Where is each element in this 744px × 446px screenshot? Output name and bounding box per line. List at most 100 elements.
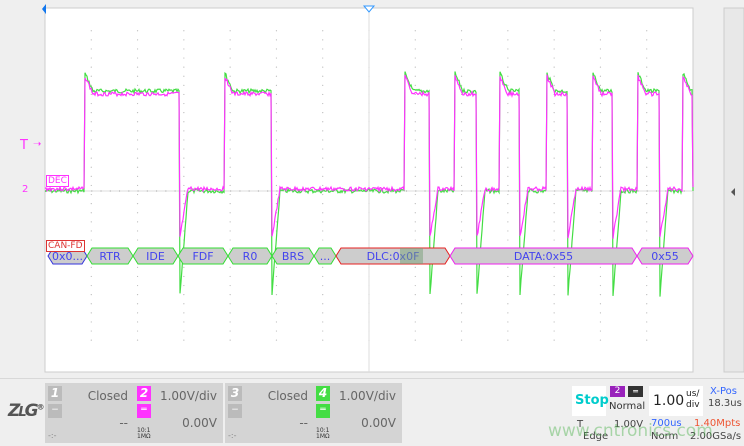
window-length: 700us [651,418,682,429]
decode-field-label: 0x0... [52,250,83,263]
grid-dot [553,130,555,132]
grid-dot [229,230,231,232]
grid-dot [90,102,92,105]
channel-scale[interactable]: 1.00V/div [159,389,217,403]
trigger-mode[interactable]: Normal [609,401,646,412]
grid-dot [646,284,648,287]
grid-dot [507,39,509,41]
grid-dot [229,57,231,59]
grid-dot [507,75,509,77]
grid-dot [553,239,555,241]
channel-3-panel[interactable]: 3 − Closed -- -:- [225,383,314,443]
grid-dot [460,121,463,123]
grid-dot [599,203,602,205]
channel-1-panel[interactable]: 1 − Closed -- -:- [45,383,134,443]
grid-dot [322,75,324,77]
channel-offset[interactable]: -- [299,416,308,430]
grid-dot [322,212,324,214]
channel-4-waveform [44,71,694,297]
waveform-start-marker-icon [42,4,46,14]
channel-scale[interactable]: 1.00V/div [338,389,396,403]
waveform-canvas[interactable]: 0x0... RTR IDE FDF R0 BRS... DLC:0x0F DATA:0x55… [0,0,744,378]
grid-dot [90,66,92,68]
grid-dot [507,212,509,214]
grid-dot [553,321,555,323]
grid-dot [229,266,231,268]
grid-dot [414,294,416,296]
grid-dot [183,157,185,159]
trigger-type[interactable]: Edge [583,431,609,442]
grid-dot [507,102,509,105]
grid-dot [275,203,278,205]
grid-dot [322,84,324,86]
grid-dot [275,266,278,268]
grid-dot [507,312,509,314]
channel-number-badge[interactable]: 3 [228,386,242,401]
grid-dot [646,312,648,314]
grid-dot [460,139,463,141]
grid-dot [553,312,555,314]
grid-dot [275,330,278,332]
run-stop-button[interactable]: Stop [572,386,609,416]
grid-dot [90,166,92,168]
channel-number-badge[interactable]: 2 [137,386,151,401]
trigger-source-badge[interactable]: 2 [610,386,625,397]
timebase-control[interactable]: 1.00 us/ div [649,386,703,416]
grid-dot [646,166,648,168]
grid-dot [183,321,185,323]
grid-dot [322,230,324,232]
grid-dot [136,121,139,123]
grid-dot [183,112,185,114]
grid-dot [183,39,185,41]
channel-offset[interactable]: 0.00V [182,416,217,430]
grid-dot [414,112,416,114]
grid-dot [90,212,92,214]
grid-dot [553,303,555,305]
grid-dot [460,148,463,150]
grid-dot [646,57,648,59]
grid-dot [322,266,324,268]
grid-dot [322,239,324,241]
grid-dot [414,321,416,323]
grid-dot [90,339,92,341]
channel2-ref-marker[interactable]: 2 [22,184,29,195]
memory-depth: 1.40Mpts [694,418,741,429]
grid-dot [646,230,648,232]
channel-number-badge[interactable]: 4 [316,386,330,401]
grid-dot [507,157,509,159]
grid-dot [183,102,185,105]
grid-dot [183,84,185,86]
grid-dot [414,30,416,32]
channel-offset[interactable]: -- [119,416,128,430]
grid-dot [414,239,416,241]
grid-dot [646,203,648,205]
channel-scale[interactable]: Closed [267,389,308,403]
grid-dot [646,221,648,223]
grid-dot [322,57,324,59]
grid-dot [507,84,509,86]
grid-dot [646,30,648,32]
channel-4-panel[interactable]: 4 ═ 1.00V/div 0.00V 10:1 1MΩ [313,383,402,443]
grid-dot [507,284,509,287]
grid-dot [460,48,463,50]
grid-dot [646,66,648,68]
grid-dot [90,30,92,32]
trigger-level[interactable]: 1.00V [614,419,644,430]
channel-2-panel[interactable]: 2 ═ 1.00V/div 0.00V 10:1 1MΩ [134,383,223,443]
trigger-level-marker[interactable]: T [20,138,28,153]
grid-dot [553,175,555,177]
grid-dot [136,48,139,50]
grid-dot [229,102,231,105]
grid-dot [136,312,139,314]
channel-offset[interactable]: 0.00V [361,416,396,430]
grid-dot [136,112,139,114]
xpos-value[interactable]: 18.3us [708,398,742,409]
grid-dot [507,321,509,323]
channel-scale[interactable]: Closed [87,389,128,403]
waveform-display[interactable]: 0x0... RTR IDE FDF R0 BRS... DLC:0x0F DATA:0x55… [0,0,744,378]
channel-2-waveform [44,74,694,239]
grid-dot [90,112,92,114]
grid-dot [460,102,463,105]
grid-dot [275,112,278,114]
channel-number-badge[interactable]: 1 [48,386,62,401]
